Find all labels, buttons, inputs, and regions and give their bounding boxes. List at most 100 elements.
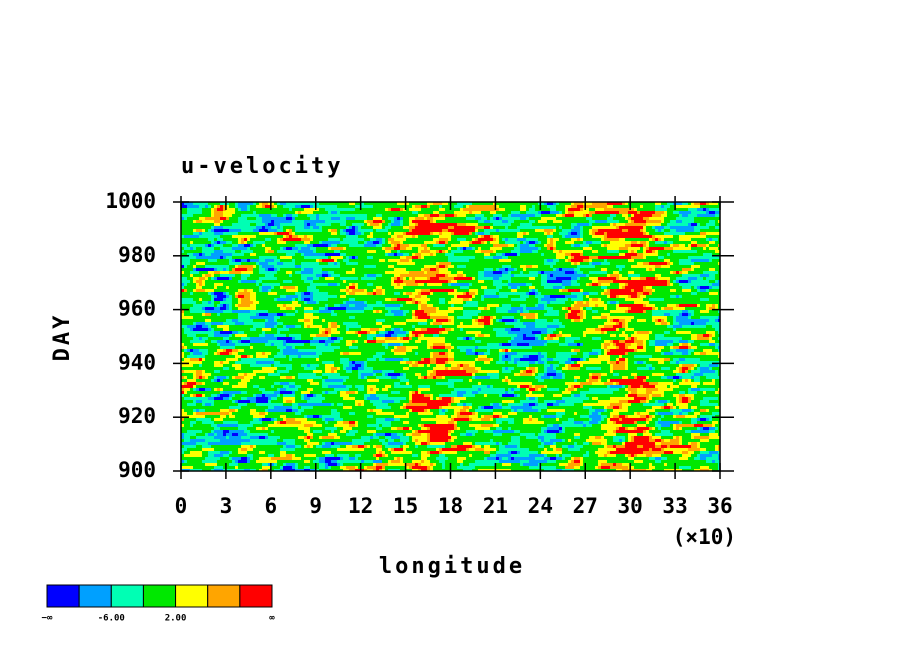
field-cell	[670, 244, 674, 248]
field-cell	[394, 244, 398, 248]
field-cell	[400, 205, 404, 209]
field-cell	[583, 280, 587, 284]
field-cell	[574, 244, 578, 248]
field-cell	[520, 244, 524, 248]
field-cell	[214, 250, 218, 254]
field-cell	[481, 223, 485, 227]
field-cell	[193, 223, 197, 227]
field-cell	[376, 283, 380, 287]
field-cell	[370, 214, 374, 218]
field-cell	[235, 229, 239, 233]
field-cell	[652, 268, 656, 272]
field-cell	[430, 217, 434, 221]
field-cell	[466, 274, 470, 278]
field-cell	[373, 250, 377, 254]
field-cell	[484, 208, 488, 212]
field-cell	[370, 256, 374, 260]
field-cell	[232, 241, 236, 245]
field-cell	[226, 220, 230, 224]
field-cell	[634, 241, 638, 245]
field-cell	[244, 208, 248, 212]
field-cell	[685, 265, 689, 269]
field-cell	[556, 232, 560, 236]
field-cell	[481, 229, 485, 233]
field-cell	[427, 232, 431, 236]
field-cell	[334, 217, 338, 221]
field-cell	[205, 214, 209, 218]
field-cell	[229, 226, 233, 230]
field-cell	[502, 262, 506, 266]
field-cell	[637, 238, 641, 242]
field-cell	[187, 208, 191, 212]
field-cell	[343, 217, 347, 221]
field-cell	[589, 235, 593, 239]
field-cell	[694, 274, 698, 278]
field-cell	[349, 256, 353, 260]
field-cell	[505, 283, 509, 287]
field-cell	[367, 268, 371, 272]
field-cell	[538, 220, 542, 224]
field-cell	[232, 235, 236, 239]
field-cell	[367, 253, 371, 257]
field-cell	[571, 253, 575, 257]
field-cell	[247, 259, 251, 263]
field-cell	[421, 208, 425, 212]
field-cell	[211, 205, 215, 209]
field-cell	[355, 271, 359, 275]
field-cell	[205, 274, 209, 278]
field-cell	[334, 229, 338, 233]
field-cell	[268, 271, 272, 275]
field-cell	[481, 268, 485, 272]
field-cell	[508, 244, 512, 248]
field-cell	[529, 265, 533, 269]
field-cell	[307, 214, 311, 218]
field-cell	[184, 220, 188, 224]
field-cell	[298, 265, 302, 269]
field-cell	[232, 238, 236, 242]
field-cell	[595, 256, 599, 260]
field-cell	[703, 202, 707, 206]
field-cell	[376, 235, 380, 239]
field-cell	[214, 274, 218, 278]
field-cell	[502, 229, 506, 233]
field-cell	[577, 265, 581, 269]
field-cell	[472, 247, 476, 251]
field-cell	[463, 238, 467, 242]
field-cell	[475, 247, 479, 251]
field-cell	[388, 280, 392, 284]
field-cell	[586, 241, 590, 245]
field-cell	[280, 214, 284, 218]
field-cell	[562, 241, 566, 245]
field-cell	[247, 274, 251, 278]
field-cell	[595, 244, 599, 248]
field-cell	[319, 223, 323, 227]
field-cell	[649, 241, 653, 245]
field-cell	[484, 211, 488, 215]
field-cell	[331, 241, 335, 245]
field-cell	[283, 226, 287, 230]
field-cell	[541, 220, 545, 224]
field-cell	[529, 280, 533, 284]
field-cell	[646, 268, 650, 272]
field-cell	[229, 253, 233, 257]
field-cell	[295, 253, 299, 257]
field-cell	[604, 244, 608, 248]
field-cell	[382, 235, 386, 239]
field-cell	[367, 271, 371, 275]
field-cell	[661, 208, 665, 212]
field-cell	[694, 268, 698, 272]
field-cell	[685, 250, 689, 254]
field-cell	[568, 259, 572, 263]
field-cell	[238, 280, 242, 284]
field-cell	[529, 229, 533, 233]
field-cell	[481, 277, 485, 281]
field-cell	[715, 250, 719, 254]
field-cell	[511, 220, 515, 224]
field-cell	[334, 211, 338, 215]
field-cell	[355, 283, 359, 287]
field-cell	[496, 247, 500, 251]
field-cell	[706, 226, 710, 230]
field-cell	[577, 211, 581, 215]
field-cell	[424, 256, 428, 260]
field-cell	[202, 205, 206, 209]
